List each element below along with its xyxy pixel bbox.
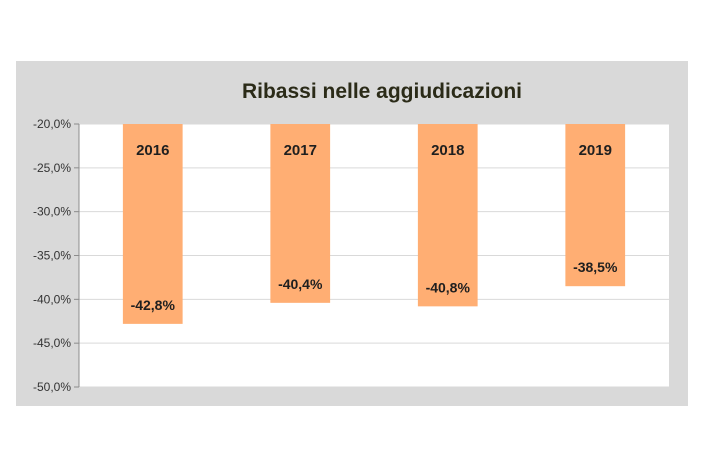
data-label: -40,8% xyxy=(426,279,471,295)
category-label: 2016 xyxy=(136,142,169,159)
data-label: -42,8% xyxy=(131,297,176,313)
bar-2016 xyxy=(122,124,183,324)
y-tick-label: -30,0% xyxy=(33,205,71,219)
y-axis-ticks: -20,0% -25,0% -30,0% -35,0% -40,0% -45,0% -50,… xyxy=(33,117,71,394)
bar-2017 xyxy=(270,124,331,303)
data-label: -38,5% xyxy=(573,259,618,275)
y-tick-label: -20,0% xyxy=(33,117,71,131)
bar-2018 xyxy=(417,124,478,307)
y-tick-label: -40,0% xyxy=(33,292,71,306)
y-tick-label: -50,0% xyxy=(33,380,71,394)
y-tick-label: -25,0% xyxy=(33,161,71,175)
category-label: 2017 xyxy=(284,142,317,159)
chart-title: Ribassi nelle aggiudicazioni xyxy=(242,80,522,103)
bars xyxy=(122,124,626,324)
y-tick-label: -45,0% xyxy=(33,336,71,350)
bar-2019 xyxy=(565,124,626,287)
data-label: -40,4% xyxy=(278,276,323,292)
category-label: 2018 xyxy=(431,142,464,159)
y-tick-label: -35,0% xyxy=(33,249,71,263)
bar-labels: 2016 -42,8% 2017 -40,4% 2018 -40,8% 2019 -38,5% xyxy=(131,142,618,313)
category-label: 2019 xyxy=(579,142,612,159)
